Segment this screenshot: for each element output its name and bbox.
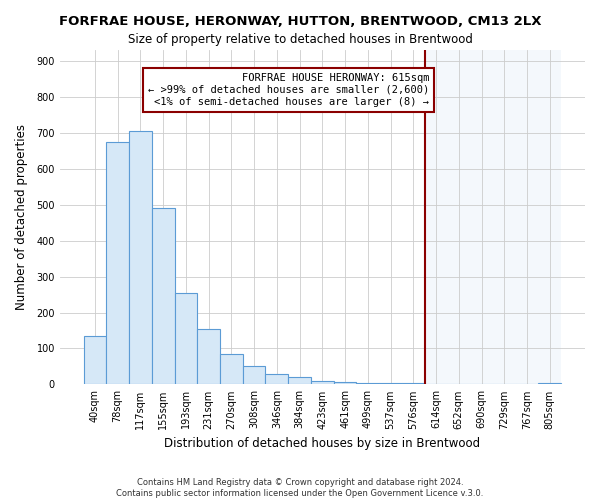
Bar [288, 377, 311, 384]
Y-axis label: Number of detached properties: Number of detached properties [15, 124, 28, 310]
Bar [83, 336, 106, 384]
Bar [197, 330, 220, 384]
Bar [129, 131, 152, 384]
Bar [220, 354, 243, 384]
Text: FORFRAE HOUSE, HERONWAY, HUTTON, BRENTWOOD, CM13 2LX: FORFRAE HOUSE, HERONWAY, HUTTON, BRENTWO… [59, 15, 541, 28]
Text: FORFRAE HOUSE HERONWAY: 615sqm
← >99% of detached houses are smaller (2,600)
<1%: FORFRAE HOUSE HERONWAY: 615sqm ← >99% of… [148, 74, 429, 106]
Bar [334, 382, 356, 384]
Bar [243, 366, 265, 384]
Bar [356, 383, 379, 384]
Bar [265, 374, 288, 384]
Bar [175, 292, 197, 384]
Text: Contains HM Land Registry data © Crown copyright and database right 2024.
Contai: Contains HM Land Registry data © Crown c… [116, 478, 484, 498]
Text: Size of property relative to detached houses in Brentwood: Size of property relative to detached ho… [128, 32, 472, 46]
Bar [106, 142, 129, 384]
Bar [425, 50, 561, 384]
Bar [311, 381, 334, 384]
Bar [152, 208, 175, 384]
X-axis label: Distribution of detached houses by size in Brentwood: Distribution of detached houses by size … [164, 437, 481, 450]
